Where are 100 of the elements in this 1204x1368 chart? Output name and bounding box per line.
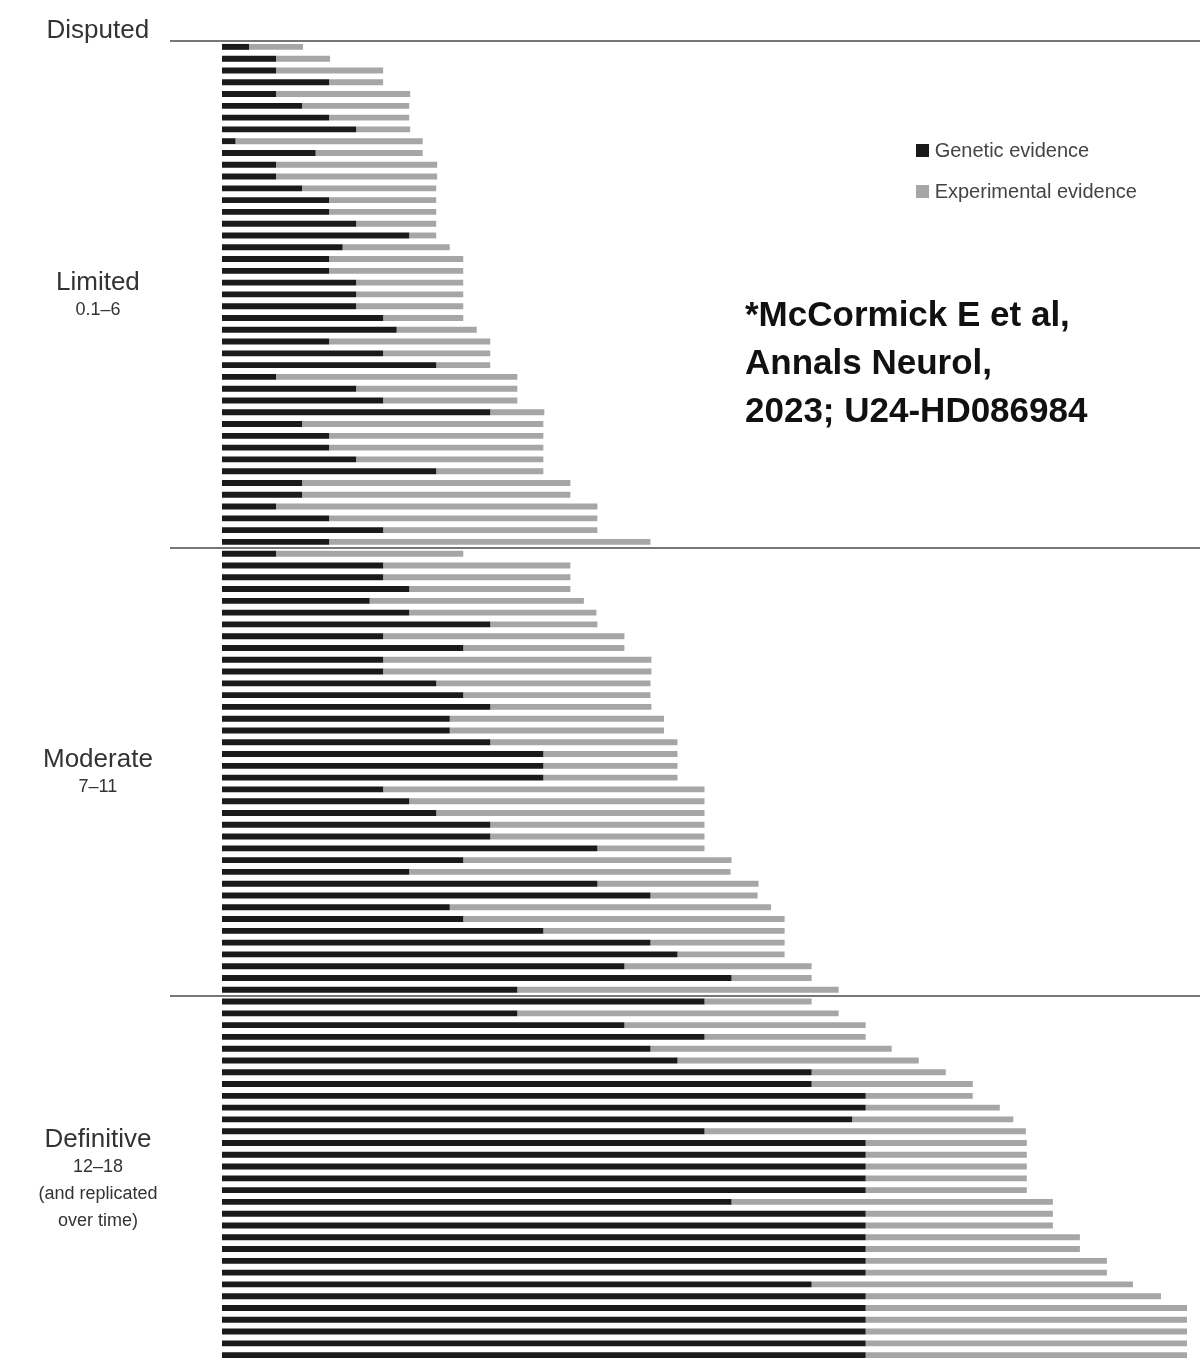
- bar: [222, 939, 651, 946]
- bar: [222, 574, 384, 581]
- bar: [222, 1022, 625, 1029]
- bar: [865, 1175, 1027, 1182]
- bar: [490, 409, 545, 416]
- bar: [222, 1069, 812, 1076]
- bar: [436, 468, 544, 475]
- bar: [865, 1257, 1107, 1264]
- bar: [222, 1340, 866, 1347]
- bar: [222, 916, 464, 922]
- bar: [650, 1045, 892, 1052]
- bar: [222, 1151, 866, 1158]
- annotation: *McCormick E et al, Annals Neurol, 2023; U24-HD086984: [745, 293, 1088, 431]
- bar: [329, 267, 464, 274]
- bar: [222, 751, 544, 757]
- bar: [811, 1281, 1133, 1288]
- bar: [329, 432, 544, 439]
- text: Limited 0.1–6: [56, 265, 140, 321]
- bar: [222, 1210, 866, 1217]
- bar: [222, 645, 464, 651]
- bar: [852, 1116, 1014, 1123]
- bar: [383, 574, 571, 581]
- bar: [222, 868, 410, 875]
- bar: [222, 1305, 866, 1311]
- bar: [409, 798, 705, 805]
- bar: [222, 291, 357, 298]
- bar: [222, 798, 410, 805]
- legend-label: Experimental evidence: [934, 180, 1137, 203]
- bar: [222, 951, 678, 958]
- bar: [222, 1092, 866, 1099]
- bar: [222, 267, 330, 274]
- bar: [490, 621, 598, 628]
- text: Definitive 12–18 (and replicated over time): [38, 1122, 158, 1232]
- bar: [865, 1352, 1187, 1359]
- bar: [222, 810, 437, 816]
- bar: [222, 385, 357, 392]
- bar: [222, 244, 343, 251]
- bar: [222, 1269, 866, 1276]
- bar: [222, 1010, 518, 1017]
- bar: [731, 1198, 1053, 1205]
- bar: [356, 220, 437, 227]
- bar: [865, 1246, 1080, 1252]
- legend-label: Genetic evidence: [934, 139, 1090, 162]
- bar: [222, 55, 277, 62]
- bar: [222, 1352, 866, 1359]
- bar: [356, 279, 464, 286]
- text: Disputed: [46, 14, 150, 45]
- bar: [731, 975, 812, 981]
- bar: [222, 927, 544, 934]
- bar: [222, 1257, 866, 1264]
- bar: [222, 1140, 866, 1146]
- bar: [329, 538, 651, 545]
- bar: [222, 1175, 866, 1182]
- bar: [409, 586, 571, 592]
- bar: [463, 857, 732, 864]
- bar: [222, 256, 330, 262]
- bar: [222, 715, 450, 722]
- bar: [222, 1234, 866, 1241]
- bar: [543, 927, 785, 934]
- bar: [222, 739, 491, 746]
- bar: [222, 550, 277, 557]
- bar: [543, 774, 678, 781]
- bar: [490, 703, 652, 710]
- bar: [463, 645, 625, 651]
- bar: [222, 821, 491, 828]
- bar: [865, 1092, 973, 1099]
- bar: [222, 373, 277, 380]
- bar: [222, 315, 384, 321]
- bar: [329, 114, 410, 121]
- bar: [449, 904, 772, 911]
- bar: [222, 185, 303, 192]
- bar: [222, 279, 357, 286]
- bar: [222, 220, 357, 227]
- bar: [222, 880, 598, 887]
- bar: [222, 79, 330, 86]
- bar: [315, 150, 423, 156]
- bar: [276, 161, 438, 168]
- bar: [865, 1293, 1161, 1300]
- bar: [865, 1269, 1107, 1276]
- bar: [449, 715, 664, 722]
- text: Moderate 7–11: [43, 743, 153, 799]
- bar: [222, 1187, 866, 1194]
- bar: [276, 55, 331, 62]
- bar: [222, 586, 410, 592]
- bar: [677, 951, 785, 958]
- bar: [383, 786, 705, 793]
- bar: [490, 821, 705, 828]
- bar: [222, 432, 330, 439]
- bar: [342, 244, 450, 251]
- bar: [597, 880, 759, 887]
- bar: [302, 102, 410, 109]
- bar: [222, 150, 316, 156]
- bar: [222, 692, 464, 699]
- bar: [329, 515, 598, 522]
- bar: [222, 1293, 866, 1300]
- bar: [222, 774, 544, 781]
- bar: [329, 444, 544, 451]
- bar: [356, 456, 544, 463]
- bar: [517, 1010, 839, 1017]
- bar: [329, 256, 464, 262]
